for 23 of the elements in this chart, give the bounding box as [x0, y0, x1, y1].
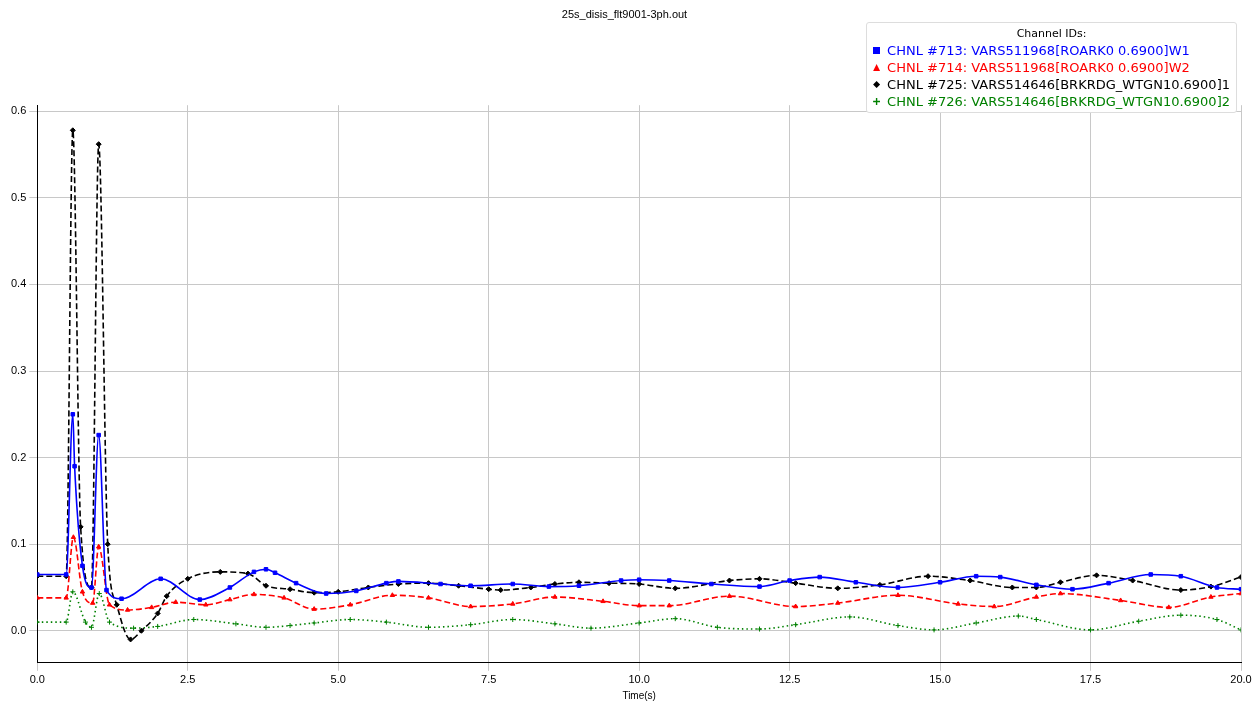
- x-tick-label: 2.5: [180, 673, 196, 686]
- x-tick-label: 5.0: [330, 673, 346, 686]
- x-tick-label: 17.5: [1079, 673, 1102, 686]
- y-tick-label: 0.1: [10, 537, 27, 550]
- legend-label: CHNL #714: VARS511968[ROARK0 0.6900]W2: [887, 60, 1190, 75]
- legend-title: Channel IDs:: [1015, 26, 1088, 42]
- x-tick-label: 10.0: [628, 673, 650, 686]
- x-tick-label: 20.0: [1230, 673, 1252, 686]
- x-tick-label: 15.0: [929, 673, 951, 686]
- x-tick-label: 7.5: [481, 673, 497, 686]
- y-tick-label: 0.4: [10, 277, 27, 290]
- y-tick-label: 0.2: [10, 450, 27, 463]
- y-tick-label: 0.6: [10, 104, 27, 117]
- x-axis-title: Time(s): [622, 689, 656, 701]
- x-tick-label: 0.0: [29, 673, 45, 686]
- y-tick-label: 0.3: [10, 364, 27, 377]
- x-tick-label: 12.5: [778, 673, 801, 686]
- y-tick-label: 0.0: [10, 623, 27, 636]
- legend-label: CHNL #725: VARS514646[BRKRDG_WTGN10.6900]1: [887, 77, 1230, 92]
- legend-label: CHNL #726: VARS514646[BRKRDG_WTGN10.6900]2: [887, 94, 1230, 109]
- chart-title: 25s_disis_flt9001-3ph.out: [561, 7, 688, 20]
- y-tick-label: 0.5: [10, 190, 27, 203]
- legend-label: CHNL #713: VARS511968[ROARK0 0.6900]W1: [887, 43, 1190, 58]
